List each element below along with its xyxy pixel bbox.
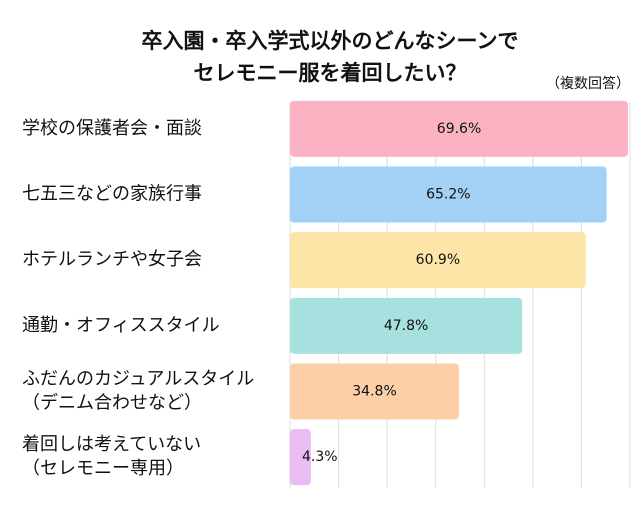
bar	[290, 100, 629, 157]
chart-title: セレモニー服を着回したい？	[194, 61, 467, 85]
category-label: （デニム合わせなど）	[22, 393, 202, 414]
category-label: 着回しは考えていない	[22, 434, 201, 455]
bar	[290, 363, 460, 420]
category-label: ホテルランチや女子会	[22, 249, 202, 270]
bar	[290, 297, 523, 354]
bar	[290, 232, 586, 289]
chart-subtitle: （複数回答）	[546, 75, 630, 92]
category-label: 学校の保護者会・面談	[22, 118, 202, 139]
bar	[290, 166, 607, 223]
value-label: 69.6%	[437, 121, 481, 137]
value-label: 4.3%	[302, 449, 338, 465]
category-label: ふだんのカジュアルスタイル	[22, 369, 254, 390]
bar	[290, 429, 311, 486]
value-label: 47.8%	[384, 318, 428, 334]
category-label: 七五三などの家族行事	[22, 184, 202, 205]
category-label: （セレモニー専用）	[22, 458, 184, 479]
chart-title: 卒入園・卒入学式以外のどんなシーンで	[142, 29, 519, 53]
value-label: 34.8%	[352, 384, 396, 400]
value-label: 60.9%	[416, 252, 460, 268]
category-label: 通勤・オフィススタイル	[22, 315, 220, 336]
value-label: 65.2%	[426, 187, 470, 203]
